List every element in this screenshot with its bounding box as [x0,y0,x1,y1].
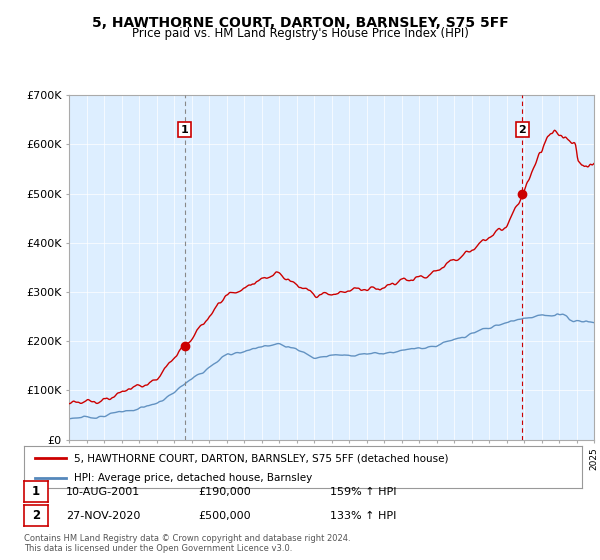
Text: 2: 2 [518,125,526,134]
Text: 2: 2 [32,509,40,522]
Text: 5, HAWTHORNE COURT, DARTON, BARNSLEY, S75 5FF: 5, HAWTHORNE COURT, DARTON, BARNSLEY, S7… [92,16,508,30]
Text: Contains HM Land Registry data © Crown copyright and database right 2024.
This d: Contains HM Land Registry data © Crown c… [24,534,350,553]
Text: £500,000: £500,000 [198,511,251,521]
Text: 1: 1 [181,125,188,134]
Text: 1: 1 [32,485,40,498]
Text: 159% ↑ HPI: 159% ↑ HPI [330,487,397,497]
Text: 133% ↑ HPI: 133% ↑ HPI [330,511,397,521]
Text: Price paid vs. HM Land Registry's House Price Index (HPI): Price paid vs. HM Land Registry's House … [131,27,469,40]
Text: £190,000: £190,000 [198,487,251,497]
Text: HPI: Average price, detached house, Barnsley: HPI: Average price, detached house, Barn… [74,473,313,483]
Text: 27-NOV-2020: 27-NOV-2020 [66,511,140,521]
Text: 10-AUG-2001: 10-AUG-2001 [66,487,140,497]
Text: 5, HAWTHORNE COURT, DARTON, BARNSLEY, S75 5FF (detached house): 5, HAWTHORNE COURT, DARTON, BARNSLEY, S7… [74,453,449,463]
